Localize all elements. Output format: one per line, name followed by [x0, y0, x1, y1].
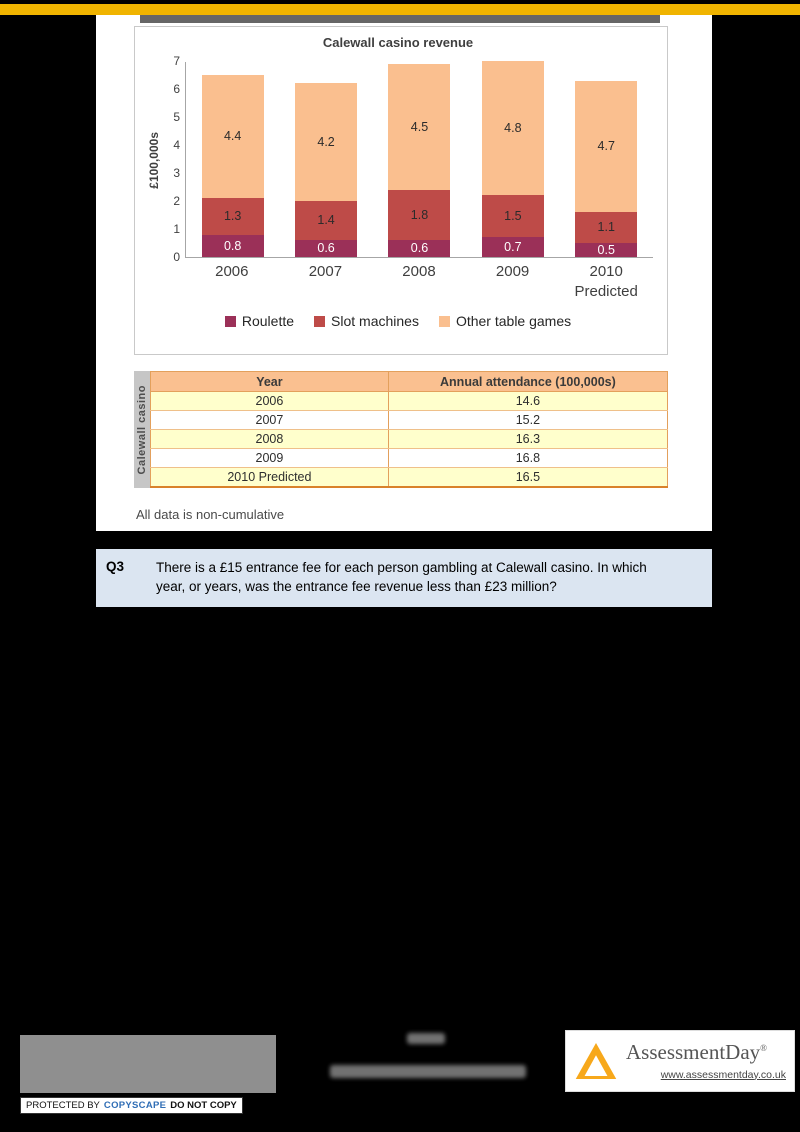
stacked-bar-2008: 0.6 1.8 4.5 [388, 63, 451, 257]
top-accent-bar [0, 4, 800, 15]
legend-swatch [438, 315, 450, 327]
bar-segment: 1.5 [481, 195, 544, 238]
bar-segment: 0.6 [388, 240, 451, 257]
bar-segment: 1.3 [201, 198, 264, 235]
legend-swatch [314, 315, 326, 327]
bar-segment: 1.8 [388, 189, 451, 241]
bar-segment: 1.4 [295, 201, 358, 241]
copyscape-brand: COPYSCAPE [103, 1100, 167, 1111]
assessmentday-card: AssessmentDay® www.assessmentday.co.uk [565, 1030, 795, 1092]
attendance-table-wrap: Calewall casino Year Annual attendance (1… [134, 371, 669, 488]
stacked-bar-2010: 0.5 1.1 4.7 [575, 80, 638, 257]
embedded-object-scrollbar[interactable] [140, 15, 660, 23]
attendance-table-body: 2006 14.6 2007 15.2 2008 16.3 2009 16.8 2010 Pre… [150, 391, 669, 487]
x-axis-labels: 2006 2007 2008 2009 2010 Predicted [185, 263, 653, 300]
copyscape-suffix: DO NOT COPY [170, 1100, 237, 1111]
y-tick-label: 0 [173, 250, 180, 264]
stacked-bar-2009: 0.7 1.5 4.8 [481, 61, 544, 257]
table-row: 2007 15.2 [150, 410, 669, 430]
table-cell: 16.5 [387, 467, 669, 487]
legend-item: Roulette [224, 313, 295, 329]
table-cell: 16.3 [387, 429, 669, 449]
redacted-logo-block [20, 1035, 276, 1093]
copyscape-prefix: PROTECTED BY [26, 1100, 100, 1111]
legend-swatch [224, 315, 236, 327]
legend-label: Other table games [455, 313, 572, 329]
x-category-label: 2006 [215, 263, 249, 280]
table-vertical-label: Calewall casino [134, 371, 150, 488]
chart-title: Calewall casino revenue [322, 35, 474, 50]
table-row: 2006 14.6 [150, 391, 669, 411]
table-row: 2010 Predicted 16.5 [150, 467, 669, 487]
bar-segment: 1.1 [575, 212, 638, 243]
x-category-label: 2010 Predicted [574, 263, 638, 300]
table-cell: 2009 [150, 448, 389, 468]
y-tick-label: 4 [173, 138, 180, 152]
stacked-bar-2007: 0.6 1.4 4.2 [295, 83, 358, 257]
y-tick-label: 3 [173, 166, 180, 180]
legend-item: Other table games [438, 313, 572, 329]
question-box: Q3 There is a £15 entrance fee for each … [96, 549, 712, 607]
stacked-bar-2006: 0.8 1.3 4.4 [201, 75, 264, 257]
registered-mark: ® [760, 1043, 767, 1054]
blurred-page-text [407, 1033, 445, 1044]
bar-segment: 4.2 [295, 83, 358, 202]
question-text: There is a £15 entrance fee for each per… [156, 560, 647, 594]
table-row: 2008 16.3 [150, 429, 669, 449]
y-axis-ticks: 0 1 2 3 4 5 6 7 [165, 54, 185, 264]
table-header-cell: Annual attendance (100,000s) [387, 371, 669, 392]
brand-name: AssessmentDay® [626, 1040, 767, 1065]
bar-segment: 4.8 [481, 61, 544, 196]
copyscape-badge[interactable]: PROTECTED BY COPYSCAPE DO NOT COPY [20, 1097, 243, 1114]
brand-url-link[interactable]: www.assessmentday.co.uk [660, 1068, 786, 1081]
revenue-chart: Calewall casino revenue £100,000s 0 1 2 3 4 5… [134, 26, 668, 355]
table-cell: 15.2 [387, 410, 669, 430]
table-cell: 2007 [150, 410, 389, 430]
attendance-table: Year Annual attendance (100,000s) 2006 14.… [150, 371, 669, 488]
assessmentday-logo-icon [575, 1042, 617, 1080]
y-axis-title: £100,000s [147, 131, 161, 189]
legend-label: Roulette [241, 313, 295, 329]
question-number: Q3 [106, 559, 125, 574]
non-cumulative-note: All data is non-cumulative [136, 507, 285, 522]
bar-segment: 0.6 [295, 240, 358, 257]
plot-area: 0.8 1.3 4.4 0.6 1.4 4.2 0.6 1.8 4.5 0.7 1.5 4.8 0.5 1… [185, 61, 653, 258]
legend-item: Slot machines [314, 313, 419, 329]
table-cell: 14.6 [387, 391, 669, 411]
x-category-label: 2008 [402, 263, 436, 280]
x-category-label: 2009 [495, 263, 530, 280]
bar-segment: 4.5 [388, 63, 451, 190]
y-tick-label: 7 [173, 54, 180, 68]
bar-segment: 0.5 [575, 243, 638, 257]
y-tick-label: 2 [173, 194, 180, 208]
table-header-cell: Year [150, 371, 389, 392]
bar-segment: 4.7 [575, 80, 638, 213]
table-cell: 16.8 [387, 448, 669, 468]
legend-label: Slot machines [331, 313, 419, 329]
table-cell: 2008 [150, 429, 389, 449]
y-tick-label: 5 [173, 110, 180, 124]
y-tick-label: 6 [173, 82, 180, 96]
bar-segment: 0.8 [201, 234, 264, 257]
table-cell: 2006 [150, 391, 389, 411]
content-panel: Calewall casino revenue £100,000s 0 1 2 3 4 5… [96, 15, 712, 531]
blurred-footer-text [330, 1065, 526, 1078]
attendance-table-head-row: Year Annual attendance (100,000s) [150, 371, 669, 392]
chart-legend: Roulette Slot machines Other table games [143, 313, 653, 329]
y-tick-label: 1 [173, 222, 180, 236]
x-category-label: 2007 [308, 263, 343, 280]
table-cell: 2010 Predicted [150, 467, 389, 487]
bar-segment: 4.4 [201, 75, 264, 199]
table-row: 2009 16.8 [150, 448, 669, 468]
bar-segment: 0.7 [481, 237, 544, 257]
